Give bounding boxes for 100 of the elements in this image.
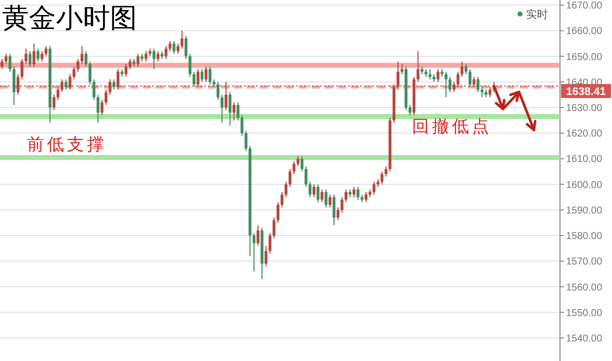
live: 实时: [518, 9, 548, 21]
candlestick: [36, 48, 40, 62]
candlestick: [464, 64, 468, 75]
candlestick: [52, 94, 56, 111]
candlestick: [328, 194, 332, 208]
candlestick: [128, 58, 132, 70]
y-tick-label: 1550.00: [566, 308, 603, 319]
candlestick: [444, 71, 448, 98]
candlestick: [24, 48, 28, 65]
y-tick-label: 1570.00: [566, 256, 603, 268]
candlestick: [68, 74, 72, 90]
candlestick: [288, 168, 292, 188]
candlestick: [152, 48, 156, 70]
y-tick-label: 1610.00: [566, 154, 603, 166]
candlestick: [216, 81, 220, 100]
candlestick: [272, 217, 276, 239]
y-tick-label: 1620.00: [566, 128, 603, 140]
candlestick: [236, 102, 240, 121]
candlestick: [72, 66, 76, 80]
candlestick: [264, 245, 268, 267]
candlestick: [304, 166, 308, 188]
candlestick: [116, 68, 120, 90]
candlestick: [316, 184, 320, 203]
candlestick: [252, 232, 256, 272]
candlestick: [332, 194, 336, 226]
candlestick: [352, 186, 356, 198]
candlestick: [124, 64, 128, 78]
annotation: 前低支撑: [27, 135, 107, 155]
candlestick: [460, 60, 464, 78]
candlestick: [408, 104, 412, 116]
candlestick: [96, 94, 100, 124]
candlestick: [164, 46, 168, 60]
y-tick-label: 1630.00: [566, 103, 603, 114]
candlestick: [60, 78, 64, 93]
y-tick-label: 1590.00: [566, 205, 603, 216]
candlestick: [276, 202, 280, 224]
candlestick: [372, 181, 376, 196]
y-tick-label: 1580.00: [566, 231, 603, 242]
candlestick: [336, 206, 340, 221]
chart-title: 黄金小时图: [2, 3, 137, 34]
candlestick: [200, 68, 204, 82]
candlestick: [436, 68, 440, 82]
candlestick: [284, 181, 288, 198]
candlestick: [84, 50, 88, 68]
candlestick: [176, 43, 180, 54]
candlestick: [384, 166, 388, 178]
candlestick: [64, 78, 68, 90]
candlestick: [488, 86, 492, 98]
candlestick: [244, 130, 248, 152]
candlestick: [228, 92, 232, 126]
annotation: 回撤低点: [412, 117, 492, 137]
candlestick: [364, 192, 368, 203]
candlestick: [472, 76, 476, 88]
ref-line-label: 1638.41: [566, 86, 606, 98]
candlestick: [296, 156, 300, 167]
candlestick: [400, 64, 404, 75]
candlestick: [108, 78, 112, 96]
candlestick: [396, 60, 400, 90]
candlestick: [468, 68, 472, 88]
candlestick: [300, 156, 304, 172]
candlestick: [476, 76, 480, 93]
candlestick: [0, 58, 4, 70]
candlestick: [308, 181, 312, 198]
candlestick: [220, 94, 224, 124]
candlestick: [172, 40, 176, 54]
candlestick: [56, 86, 60, 100]
candlestick: [312, 184, 316, 198]
candlestick: [180, 30, 184, 50]
candlestick: [20, 58, 24, 80]
candlestick: [192, 71, 196, 88]
candlestick: [28, 50, 32, 68]
candlestick: [280, 192, 284, 208]
candlestick: [144, 50, 148, 62]
candlestick: [104, 89, 108, 106]
candlestick: [196, 68, 200, 88]
candlestick: [268, 232, 272, 254]
candlestick: [88, 60, 92, 85]
candlestick: [188, 53, 192, 78]
candlestick: [204, 66, 208, 82]
candlestick: [112, 78, 116, 90]
candlestick: [92, 78, 96, 100]
candlestick: [224, 81, 228, 111]
candlestick: [324, 188, 328, 208]
candlestick: [12, 66, 16, 106]
candlestick: [456, 71, 460, 88]
candlestick: [136, 53, 140, 68]
candlestick: [8, 53, 12, 72]
annotation: 实时: [526, 8, 548, 21]
candlestick: [232, 102, 236, 121]
candlestick: [100, 99, 104, 116]
candlestick: [240, 114, 244, 136]
candlestick: [32, 43, 36, 68]
candlestick: [76, 58, 80, 72]
candlestick: [208, 66, 212, 85]
candlestick: [4, 53, 8, 65]
candlestick: [168, 40, 172, 52]
y-tick-label: 1670.00: [566, 0, 603, 12]
y-tick-label: 1600.00: [566, 180, 603, 191]
candlestick: [40, 50, 44, 62]
candlestick: [428, 68, 432, 80]
